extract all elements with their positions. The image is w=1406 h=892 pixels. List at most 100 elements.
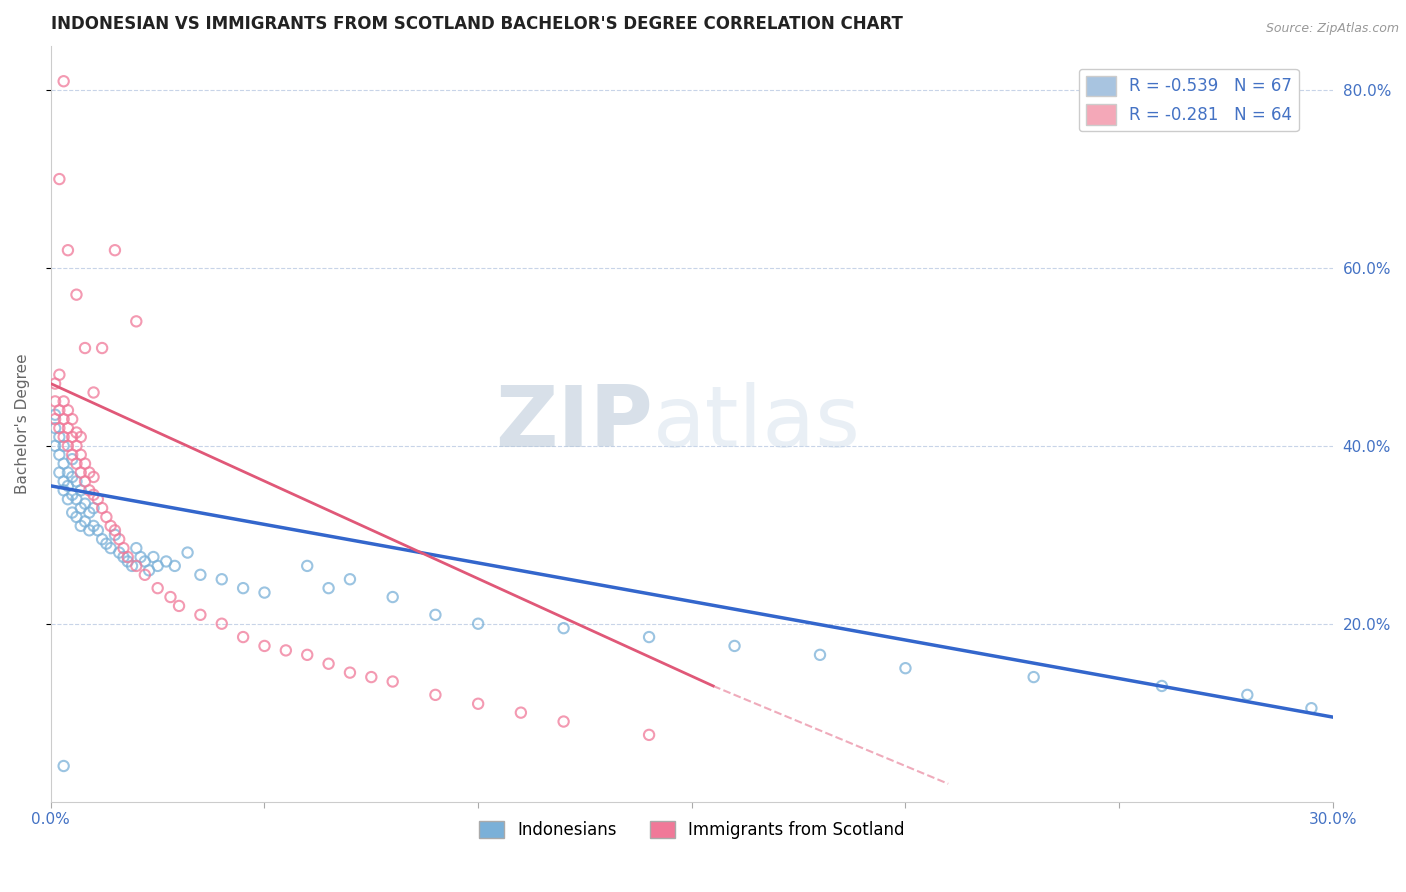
Point <box>100 519 122 533</box>
Point <box>553 621 575 635</box>
Point <box>91 341 114 355</box>
Point <box>52 394 75 409</box>
Point <box>83 488 105 502</box>
Point <box>56 466 79 480</box>
Point <box>65 475 87 489</box>
Point <box>553 714 575 729</box>
Point <box>48 172 70 186</box>
Point <box>104 528 127 542</box>
Point <box>91 533 114 547</box>
Point <box>60 448 83 462</box>
Point <box>318 657 340 671</box>
Point <box>60 506 83 520</box>
Point <box>121 558 143 573</box>
Point <box>108 533 131 547</box>
Point <box>48 466 70 480</box>
Point <box>52 74 75 88</box>
Point <box>425 607 447 622</box>
Point <box>638 728 661 742</box>
Point <box>79 483 101 498</box>
Point <box>381 674 404 689</box>
Point <box>467 697 489 711</box>
Point <box>112 549 135 564</box>
Point <box>79 524 101 538</box>
Point <box>48 430 70 444</box>
Point <box>56 439 79 453</box>
Point <box>69 519 91 533</box>
Point <box>83 519 105 533</box>
Point <box>44 412 66 426</box>
Point <box>381 590 404 604</box>
Point <box>125 541 148 555</box>
Point <box>79 466 101 480</box>
Point <box>73 515 96 529</box>
Point <box>253 585 276 599</box>
Point <box>73 341 96 355</box>
Point <box>96 510 118 524</box>
Point <box>1150 679 1173 693</box>
Point <box>96 537 118 551</box>
Point <box>44 421 66 435</box>
Point <box>134 567 156 582</box>
Point <box>190 607 212 622</box>
Point <box>360 670 382 684</box>
Point <box>318 581 340 595</box>
Point <box>211 572 233 586</box>
Point <box>83 385 105 400</box>
Point <box>425 688 447 702</box>
Point <box>146 558 169 573</box>
Text: INDONESIAN VS IMMIGRANTS FROM SCOTLAND BACHELOR'S DEGREE CORRELATION CHART: INDONESIAN VS IMMIGRANTS FROM SCOTLAND B… <box>51 15 903 33</box>
Point <box>91 501 114 516</box>
Point <box>56 421 79 435</box>
Point <box>509 706 531 720</box>
Point <box>48 448 70 462</box>
Point <box>56 403 79 417</box>
Point <box>44 408 66 422</box>
Point <box>232 581 254 595</box>
Point <box>60 470 83 484</box>
Point <box>117 554 139 568</box>
Point <box>297 558 319 573</box>
Point <box>159 590 181 604</box>
Point <box>129 549 152 564</box>
Point <box>467 616 489 631</box>
Text: ZIP: ZIP <box>495 382 654 465</box>
Point <box>52 439 75 453</box>
Point <box>83 470 105 484</box>
Point <box>125 314 148 328</box>
Point <box>65 457 87 471</box>
Point <box>65 425 87 440</box>
Point <box>176 545 198 559</box>
Point <box>65 439 87 453</box>
Point <box>253 639 276 653</box>
Point <box>83 501 105 516</box>
Point <box>48 368 70 382</box>
Point <box>1022 670 1045 684</box>
Point <box>142 549 165 564</box>
Point <box>125 558 148 573</box>
Y-axis label: Bachelor's Degree: Bachelor's Degree <box>15 353 30 494</box>
Point <box>339 572 361 586</box>
Point <box>73 497 96 511</box>
Point <box>56 479 79 493</box>
Point <box>117 549 139 564</box>
Point <box>52 457 75 471</box>
Point <box>100 541 122 555</box>
Text: Source: ZipAtlas.com: Source: ZipAtlas.com <box>1265 22 1399 36</box>
Point <box>167 599 190 613</box>
Point <box>190 567 212 582</box>
Point <box>87 524 110 538</box>
Point <box>48 403 70 417</box>
Point <box>65 492 87 507</box>
Point <box>44 439 66 453</box>
Legend: Indonesians, Immigrants from Scotland: Indonesians, Immigrants from Scotland <box>472 814 911 847</box>
Point <box>52 483 75 498</box>
Point <box>87 492 110 507</box>
Point <box>56 244 79 258</box>
Point <box>52 430 75 444</box>
Point <box>79 506 101 520</box>
Point <box>134 554 156 568</box>
Point <box>104 524 127 538</box>
Point <box>297 648 319 662</box>
Point <box>108 545 131 559</box>
